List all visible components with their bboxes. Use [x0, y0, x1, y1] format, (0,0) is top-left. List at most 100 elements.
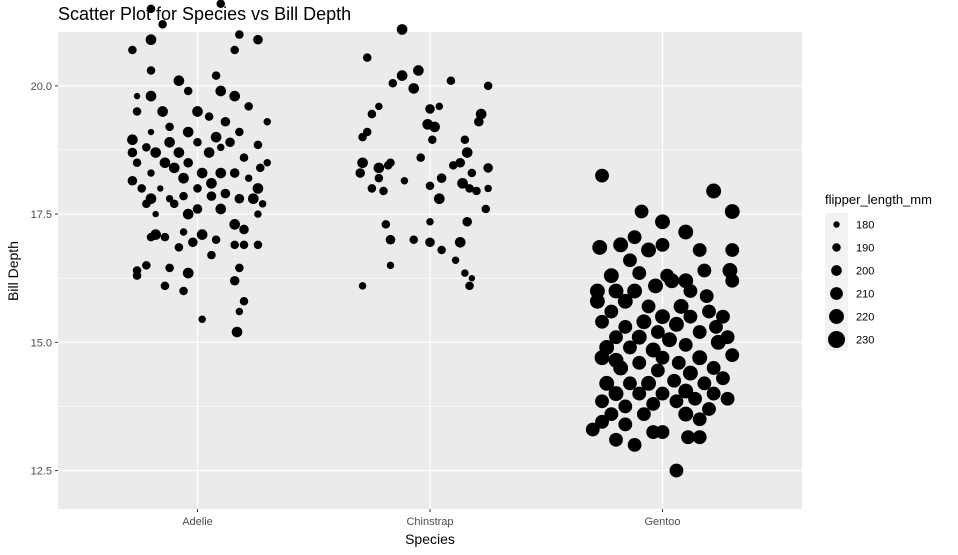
- data-point: [388, 79, 398, 88]
- data-point: [244, 102, 253, 111]
- data-point: [362, 53, 372, 62]
- data-point: [396, 70, 408, 81]
- data-point: [146, 66, 156, 75]
- data-point: [646, 396, 661, 411]
- x-axis-title: Species: [405, 531, 455, 547]
- data-point: [179, 286, 188, 296]
- legend-key-symbol: [830, 287, 843, 300]
- data-point: [623, 253, 637, 268]
- data-point: [725, 243, 740, 257]
- data-point: [632, 355, 647, 370]
- data-point: [472, 186, 481, 196]
- data-point: [174, 243, 184, 252]
- data-point: [355, 168, 366, 178]
- data-point: [641, 299, 656, 314]
- data-point: [617, 293, 633, 309]
- legend-keys: 180 190 200 210 220 230: [825, 213, 874, 351]
- data-point: [235, 30, 244, 39]
- data-point: [484, 184, 492, 193]
- data-point: [386, 158, 395, 168]
- data-point: [235, 307, 244, 316]
- data-point: [196, 167, 208, 179]
- data-point: [254, 210, 262, 218]
- x-tick-label: Gentoo: [644, 516, 680, 528]
- data-point: [367, 184, 377, 193]
- chart-title: Scatter Plot for Species vs Bill Depth: [58, 4, 351, 24]
- data-point: [396, 24, 408, 35]
- data-point: [595, 314, 609, 329]
- data-point: [692, 350, 708, 366]
- data-point: [147, 128, 155, 136]
- data-point: [142, 261, 151, 270]
- data-point: [671, 355, 686, 370]
- data-point: [465, 184, 474, 193]
- data-point: [193, 184, 202, 193]
- data-point: [589, 283, 605, 299]
- data-point: [724, 204, 740, 219]
- data-point: [215, 85, 227, 97]
- data-point: [183, 158, 193, 168]
- data-point: [165, 263, 174, 273]
- legend-title: flipper_length_mm: [825, 192, 932, 207]
- data-point: [216, 0, 226, 9]
- data-point: [408, 83, 420, 94]
- data-point: [375, 102, 383, 111]
- data-point: [595, 414, 609, 429]
- data-point: [725, 348, 740, 363]
- data-point: [609, 330, 623, 345]
- data-point: [239, 153, 249, 162]
- data-point: [206, 191, 217, 201]
- data-point: [192, 204, 203, 214]
- data-point: [132, 271, 142, 280]
- data-point: [433, 193, 445, 205]
- data-point: [716, 309, 730, 324]
- legend-key-symbol: [829, 309, 844, 324]
- y-axis-title: Bill Depth: [5, 241, 21, 301]
- legend-entry-label: 220: [856, 312, 874, 324]
- data-point: [436, 173, 447, 183]
- data-point: [165, 194, 174, 203]
- data-point: [173, 147, 185, 158]
- data-point: [207, 250, 216, 260]
- data-point: [481, 204, 491, 214]
- data-point: [215, 167, 227, 179]
- data-point: [127, 147, 138, 158]
- data-point: [631, 329, 647, 345]
- data-point: [182, 126, 194, 138]
- data-point: [203, 147, 215, 158]
- data-point: [188, 237, 198, 248]
- data-point: [608, 386, 624, 402]
- data-point: [697, 263, 712, 278]
- data-point: [239, 297, 249, 306]
- data-point: [720, 391, 735, 406]
- data-point: [455, 158, 466, 168]
- data-point: [386, 261, 395, 270]
- data-point: [683, 284, 698, 298]
- data-point: [400, 177, 409, 185]
- data-point: [206, 177, 217, 189]
- legend-entry-label: 230: [856, 335, 874, 347]
- legend-entry-label: 190: [856, 243, 874, 255]
- data-point: [475, 108, 487, 120]
- data-point: [461, 269, 469, 277]
- data-point: [636, 407, 651, 422]
- data-point: [173, 75, 185, 87]
- data-point: [158, 20, 167, 29]
- data-point: [474, 116, 484, 127]
- data-point: [594, 350, 610, 366]
- data-point: [446, 76, 456, 85]
- data-point: [235, 127, 244, 137]
- data-point: [146, 232, 156, 242]
- data-point: [168, 162, 180, 174]
- data-point: [198, 315, 206, 323]
- data-point: [673, 298, 689, 314]
- data-point: [667, 373, 682, 388]
- data-point: [244, 174, 253, 182]
- data-point: [127, 175, 138, 186]
- data-point: [627, 230, 642, 245]
- data-point: [428, 135, 437, 144]
- data-point: [448, 161, 458, 170]
- data-point: [683, 309, 698, 324]
- data-point: [211, 235, 221, 244]
- data-point: [662, 332, 677, 348]
